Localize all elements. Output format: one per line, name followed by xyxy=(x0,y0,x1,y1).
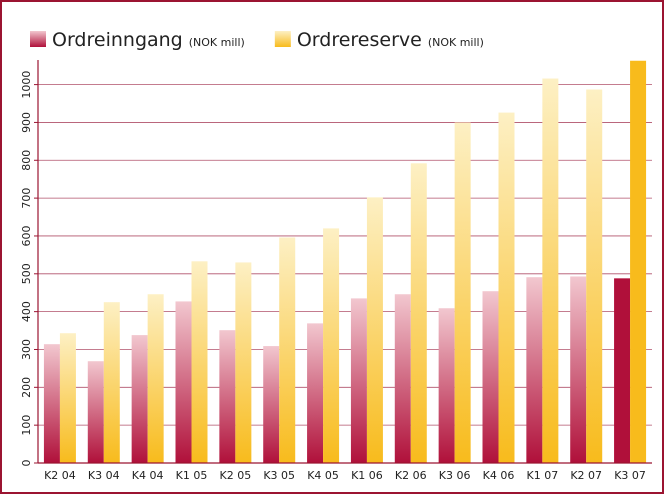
bar xyxy=(103,302,120,463)
bar xyxy=(350,298,367,463)
bar xyxy=(279,237,296,463)
x-tick-label: K3 04 xyxy=(88,469,120,482)
bar xyxy=(323,228,340,463)
bar xyxy=(307,323,324,463)
bar xyxy=(498,112,515,464)
bar xyxy=(410,163,427,463)
bar xyxy=(630,60,647,464)
bar xyxy=(482,291,499,463)
bar xyxy=(614,278,631,463)
bar xyxy=(175,301,192,463)
x-tick-label: K2 05 xyxy=(219,469,251,482)
x-tick-label: K3 07 xyxy=(614,469,646,482)
x-tick-label: K1 06 xyxy=(351,469,383,482)
legend-label: Ordrereserve xyxy=(297,29,422,51)
bar xyxy=(131,335,148,463)
bar xyxy=(542,78,559,464)
y-tick-label: 1000 xyxy=(20,71,33,99)
bar xyxy=(394,294,411,463)
bar xyxy=(366,197,383,463)
bar xyxy=(147,294,164,463)
y-tick-label: 400 xyxy=(20,301,33,322)
x-tick-label: K2 06 xyxy=(395,469,427,482)
x-tick-label: K4 06 xyxy=(483,469,515,482)
x-tick-label: K3 05 xyxy=(263,469,295,482)
bar xyxy=(59,333,76,463)
y-tick-label: 800 xyxy=(20,150,33,171)
bar xyxy=(586,89,603,463)
bar xyxy=(235,262,252,463)
legend-unit: (NOK mill) xyxy=(428,36,484,49)
bar xyxy=(570,276,587,463)
legend-unit: (NOK mill) xyxy=(189,36,245,49)
x-tick-label: K2 04 xyxy=(44,469,76,482)
y-tick-label: 700 xyxy=(20,188,33,209)
bar xyxy=(263,346,280,463)
x-tick-label: K2 07 xyxy=(570,469,602,482)
y-tick-label: 900 xyxy=(20,112,33,133)
x-tick-label: K4 04 xyxy=(132,469,164,482)
legend-label: Ordreinngang xyxy=(52,29,183,51)
bar xyxy=(87,361,104,463)
bar xyxy=(438,308,455,463)
bar xyxy=(454,122,471,464)
x-tick-label: K3 06 xyxy=(439,469,471,482)
legend-swatch xyxy=(274,31,291,47)
y-tick-label: 100 xyxy=(20,415,33,436)
bar xyxy=(219,330,236,463)
y-tick-label: 0 xyxy=(20,460,33,467)
y-tick-label: 600 xyxy=(20,225,33,246)
bar xyxy=(191,261,208,463)
y-tick-label: 500 xyxy=(20,263,33,284)
legend-swatch xyxy=(30,31,46,47)
x-tick-label: K1 07 xyxy=(526,469,558,482)
bar xyxy=(43,344,60,463)
x-tick-label: K4 05 xyxy=(307,469,339,482)
y-tick-label: 300 xyxy=(20,339,33,360)
y-tick-label: 200 xyxy=(20,377,33,398)
bar xyxy=(526,277,543,463)
x-tick-label: K1 05 xyxy=(176,469,208,482)
